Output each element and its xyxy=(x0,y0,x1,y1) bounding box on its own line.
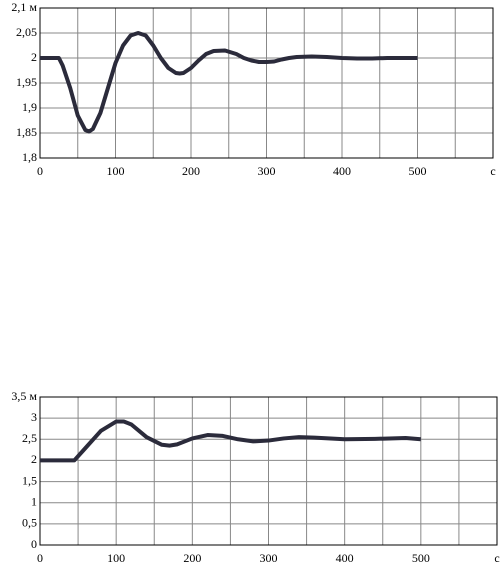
y-tick-label: 0,5 xyxy=(22,516,37,530)
y-tick-label: 1,8 xyxy=(22,150,37,164)
x-tick-label: 400 xyxy=(333,164,351,178)
x-tick-label: 400 xyxy=(336,551,354,565)
x-tick-label: 300 xyxy=(260,551,278,565)
x-tick-label: 500 xyxy=(409,164,427,178)
y-tick-label: 3 xyxy=(31,410,37,424)
x-tick-label: 100 xyxy=(107,164,125,178)
x-tick-label: 500 xyxy=(412,551,430,565)
y-tick-label: 0 xyxy=(31,537,37,551)
y-tick-label: 2 xyxy=(31,50,37,64)
x-tick-label: 200 xyxy=(182,164,200,178)
data-line xyxy=(40,419,421,463)
plot-frame xyxy=(39,7,494,159)
x-tick-label: 0 xyxy=(37,164,43,178)
y-tick-label: 1,9 xyxy=(22,100,37,114)
y-tick-label: 1,85 xyxy=(16,125,37,139)
x-tick-label: с xyxy=(494,551,499,565)
y-tick-label: 1 xyxy=(31,494,37,508)
y-tick-label: 2 xyxy=(31,452,37,466)
data-line xyxy=(40,31,418,134)
x-tick-label: 0 xyxy=(37,551,43,565)
y-tick-label: 1,5 xyxy=(22,473,37,487)
y-tick-label: 2,05 xyxy=(16,25,37,39)
x-tick-label: 300 xyxy=(258,164,276,178)
y-tick-label: 2,1 м xyxy=(11,0,37,14)
x-tick-label: с xyxy=(490,164,495,178)
x-tick-label: 100 xyxy=(107,551,125,565)
y-tick-label: 2,5 xyxy=(22,431,37,445)
y-tick-label: 3,5 м xyxy=(11,389,37,403)
plot-frame xyxy=(39,396,498,546)
x-tick-label: 200 xyxy=(183,551,201,565)
y-tick-label: 1,95 xyxy=(16,75,37,89)
